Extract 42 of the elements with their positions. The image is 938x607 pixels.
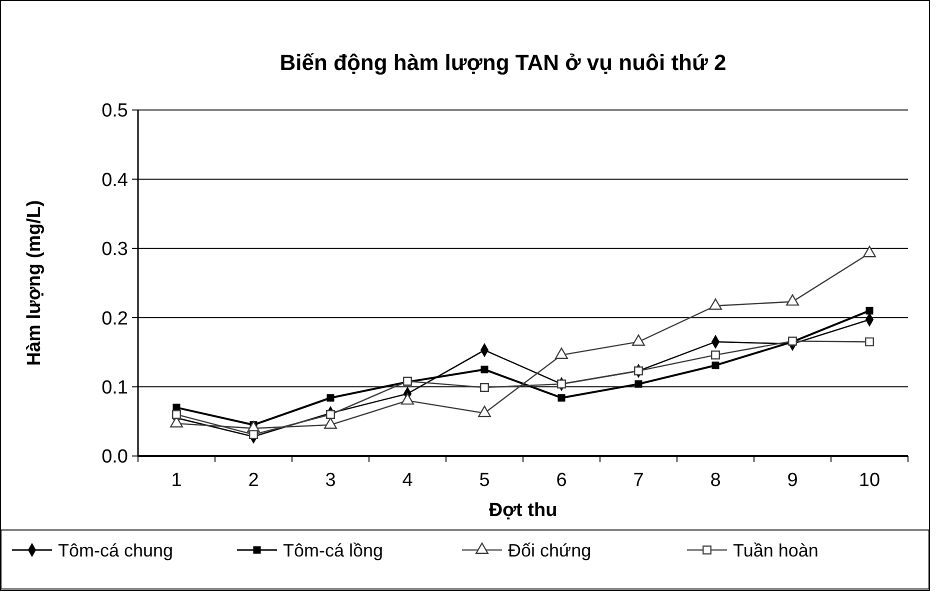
y-tick-label: 0.0	[102, 446, 128, 468]
x-tick-label: 1	[171, 470, 182, 491]
x-axis-title: Đợt thu	[488, 500, 558, 521]
point	[555, 348, 568, 359]
x-tick-label: 9	[787, 470, 798, 491]
point	[865, 337, 874, 346]
x-tick-label: 2	[248, 470, 259, 491]
point	[557, 380, 566, 389]
x-tick-label: 6	[556, 470, 567, 491]
legend-label: Đối chứng	[508, 540, 592, 560]
legend-label: Tôm-cá lồng	[283, 540, 384, 560]
point	[712, 362, 720, 370]
point	[711, 350, 720, 360]
y-tick-label: 0.1	[102, 377, 128, 398]
point	[866, 306, 874, 314]
point	[786, 294, 799, 306]
y-tick-label: 0.2	[102, 308, 128, 330]
point	[172, 410, 181, 419]
chart-title: Biến động hàm lượng TAN ở vụ nuôi thứ 2	[280, 50, 726, 75]
point	[558, 394, 566, 402]
point	[326, 394, 334, 402]
legend-label: Tuần hoàn	[733, 540, 818, 560]
point	[634, 366, 643, 376]
x-tick-label: 10	[858, 470, 880, 491]
x-tick-label: 5	[479, 470, 490, 491]
x-tick-label: 8	[710, 470, 721, 491]
point	[863, 246, 876, 258]
y-tick-label: 0.5	[102, 100, 128, 122]
point	[326, 410, 335, 419]
x-tick-label: 4	[402, 470, 414, 491]
x-tick-label: 7	[633, 470, 644, 491]
y-tick-label: 0.3	[102, 239, 128, 260]
point	[480, 366, 488, 374]
point	[634, 380, 642, 388]
point	[709, 298, 722, 310]
point	[249, 430, 258, 440]
y-tick-label: 0.4	[102, 170, 128, 191]
point	[632, 334, 645, 346]
y-axis-title: Hàm lượng (mg/L)	[24, 200, 45, 366]
legend-label: Tôm-cá chung	[58, 540, 174, 560]
x-tick-label: 3	[325, 470, 336, 491]
point	[480, 383, 489, 392]
